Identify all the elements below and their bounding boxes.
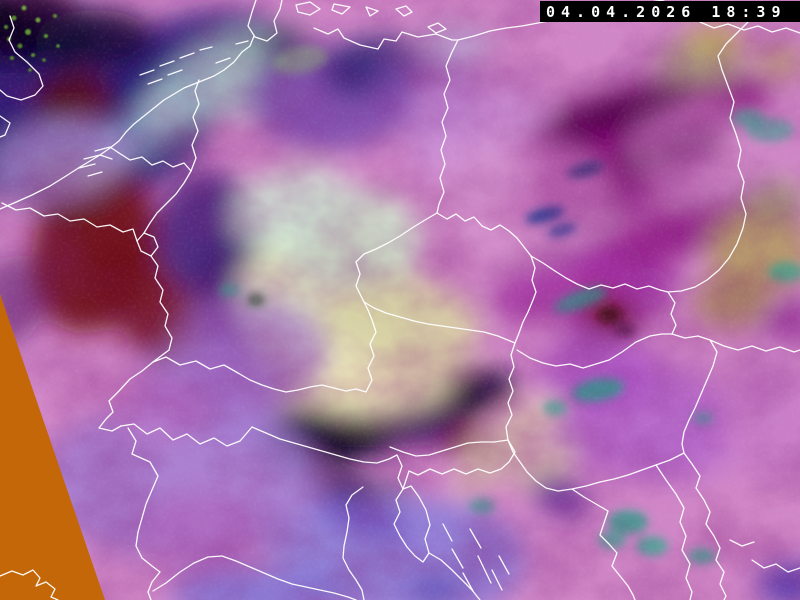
- border-zeeland-inlets: [78, 146, 120, 177]
- border-ruegen-island: [427, 22, 447, 34]
- timestamp-text: 04.04.2026 18:39: [546, 3, 787, 21]
- border-cz-at-border: [363, 301, 516, 344]
- land-speckle: [28, 68, 32, 72]
- timestamp-overlay: 04.04.2026 18:39: [540, 1, 800, 22]
- border-uk-coast: [0, 15, 44, 138]
- land-speckle: [21, 5, 27, 11]
- border-slo-cro-border: [402, 439, 516, 490]
- border-it-north-border: [251, 426, 404, 490]
- border-nl-be-border: [118, 152, 192, 172]
- border-ch-west-border: [98, 361, 154, 432]
- land-speckle: [56, 44, 60, 48]
- border-istria-peninsula: [393, 485, 431, 563]
- scan-edge-wedge: [0, 294, 105, 600]
- border-de-pl-border: [436, 39, 459, 214]
- border-srb-ro-border: [683, 452, 727, 600]
- land-speckle: [25, 29, 31, 35]
- border-fr-south-coast: [0, 569, 59, 600]
- border-sk-hu-border: [516, 333, 673, 369]
- land-speckle: [53, 14, 57, 18]
- land-speckle: [17, 43, 23, 49]
- border-ch-it-border: [120, 423, 253, 447]
- border-dalmatian-islands: [442, 523, 510, 592]
- land-speckle: [35, 17, 41, 23]
- border-kaliningrad-coast: [699, 21, 800, 34]
- land-speckle: [10, 56, 14, 60]
- border-denmark-jutland: [247, 0, 283, 42]
- border-sk-ua-border: [667, 291, 677, 335]
- border-be-de-border: [143, 170, 192, 234]
- border-ch-north-border: [152, 356, 239, 374]
- land-speckle: [44, 34, 48, 38]
- border-croatia-coast: [428, 552, 481, 600]
- border-de-at-border: [237, 301, 377, 393]
- border-denmark-islands: [295, 1, 413, 17]
- border-hu-ro-border: [681, 339, 718, 454]
- border-pl-east-border: [667, 19, 751, 293]
- border-wadden-islands: [139, 40, 249, 85]
- border-fr-be-border: [1, 202, 138, 242]
- border-cro-srb-border: [655, 464, 693, 600]
- border-cz-pl-border: [436, 212, 532, 257]
- border-liguria-coast: [152, 555, 357, 600]
- land-speckle: [42, 58, 46, 62]
- border-bih-srb-extra: [729, 539, 800, 573]
- border-hu-south-border: [507, 439, 685, 492]
- border-nl-de-border: [190, 79, 200, 172]
- border-pl-sk-border: [530, 255, 669, 293]
- border-at-hu-border: [505, 342, 516, 441]
- border-cz-de-border: [355, 212, 438, 303]
- border-ua-ro-border: [671, 333, 800, 353]
- border-cz-sk-border: [514, 255, 537, 344]
- border-fr-it-border: [127, 427, 161, 600]
- land-speckle: [11, 15, 17, 21]
- land-speckle: [31, 53, 35, 57]
- border-cro-bih-border: [571, 488, 636, 600]
- land-speckles: [4, 5, 60, 72]
- border-venice-coast: [342, 486, 365, 600]
- border-fr-de-border: [150, 255, 173, 363]
- border-north-sea-coast: [0, 35, 255, 210]
- border-at-slo-border: [389, 439, 509, 457]
- land-speckle: [4, 25, 8, 29]
